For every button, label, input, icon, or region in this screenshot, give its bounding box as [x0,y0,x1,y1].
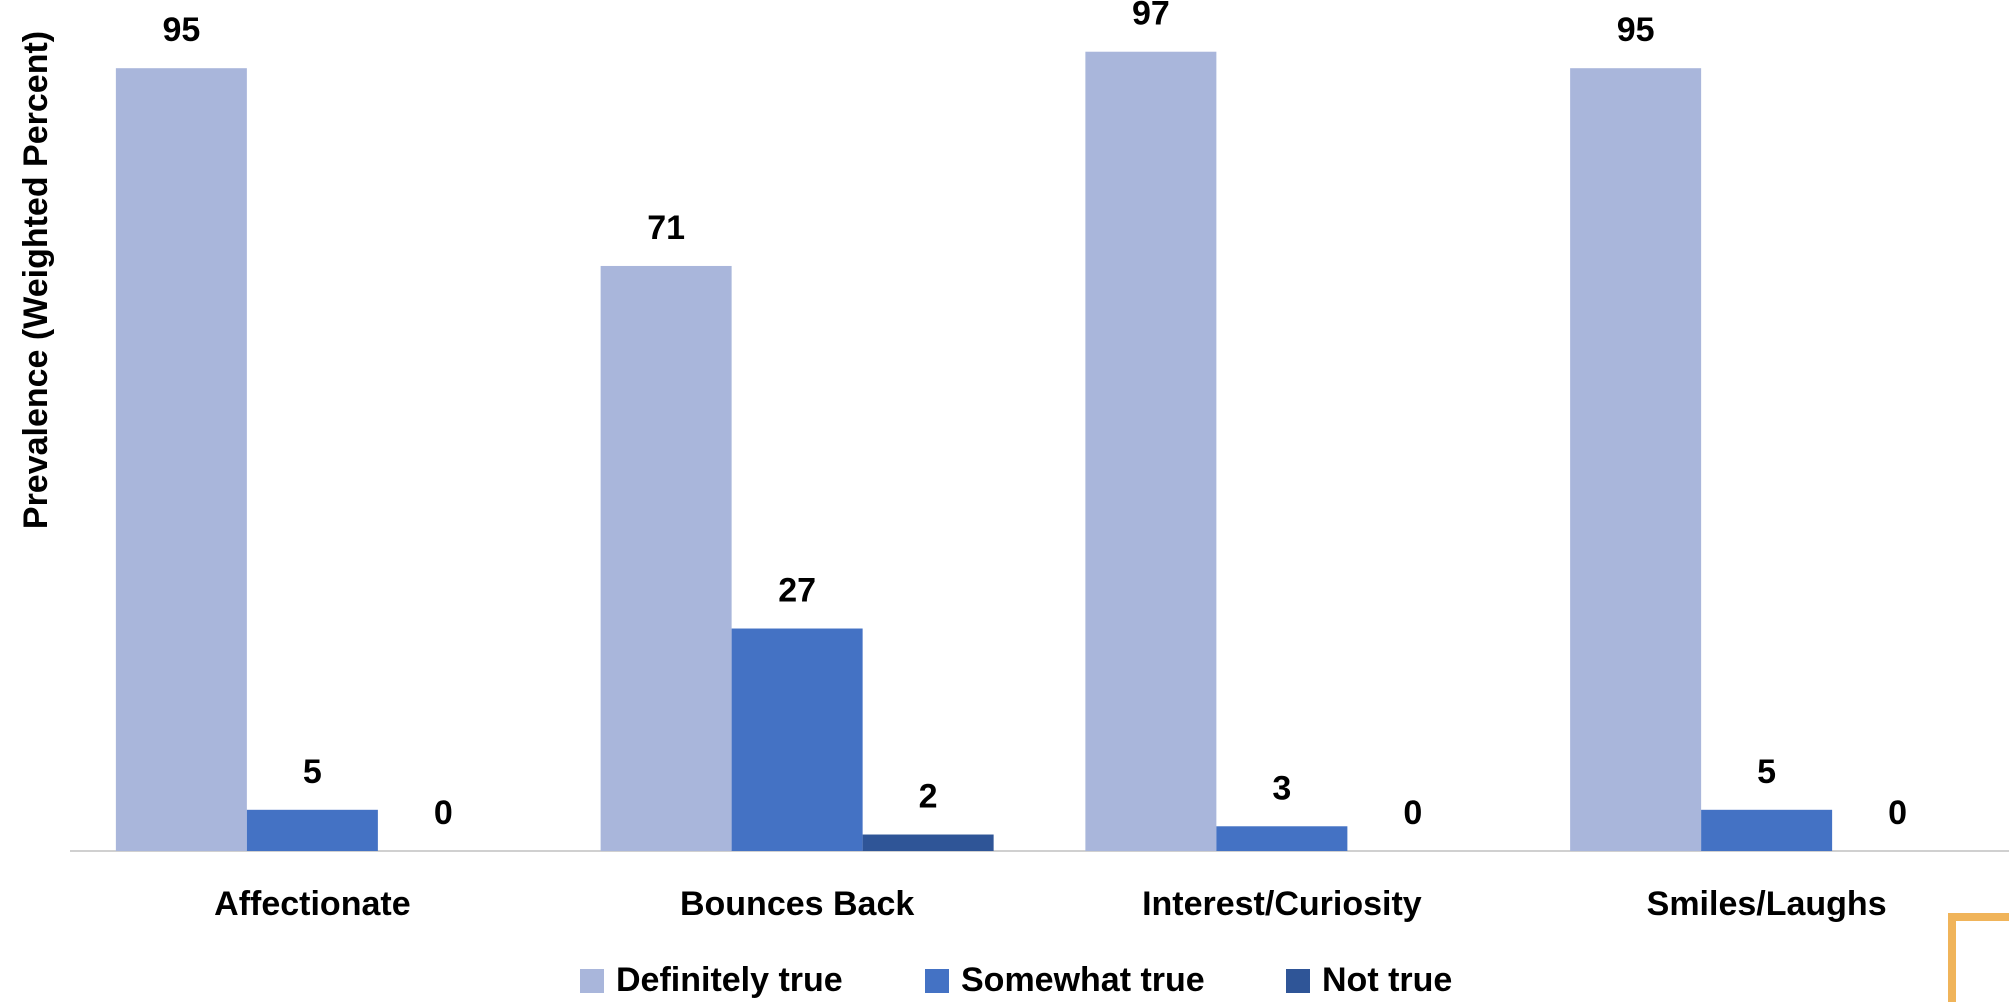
y-axis-label: Prevalence (Weighted Percent) [17,31,55,529]
legend-swatch [925,969,949,993]
legend-label: Somewhat true [961,961,1205,999]
x-tick-label: Smiles/Laughs [1647,885,1887,923]
bar [1085,51,1217,852]
bar [1701,809,1833,851]
data-label: 27 [778,572,816,610]
x-tick-label: Affectionate [214,885,410,923]
bar [246,809,378,851]
data-label: 2 [919,778,938,816]
bar [1570,68,1702,851]
data-label: 95 [1617,11,1655,49]
data-label: 3 [1272,769,1291,807]
data-label: 5 [1757,753,1776,791]
bar [1216,826,1348,851]
legend-label: Definitely true [616,961,843,999]
legend-label: Not true [1322,961,1452,999]
data-label: 71 [647,209,685,247]
bar [862,834,994,851]
x-tick-label: Bounces Back [680,885,914,923]
data-label: 97 [1132,0,1170,33]
x-tick-label: Interest/Curiosity [1142,885,1422,923]
legend-swatch [1286,969,1310,993]
data-label: 0 [1403,794,1422,832]
data-label: 5 [303,753,322,791]
bar [731,628,863,851]
data-label: 0 [434,794,453,832]
bar [115,68,247,851]
data-label: 95 [162,11,200,49]
logo [1948,913,2009,1002]
bar [600,265,732,852]
data-label: 0 [1888,794,1907,832]
legend-swatch [580,969,604,993]
